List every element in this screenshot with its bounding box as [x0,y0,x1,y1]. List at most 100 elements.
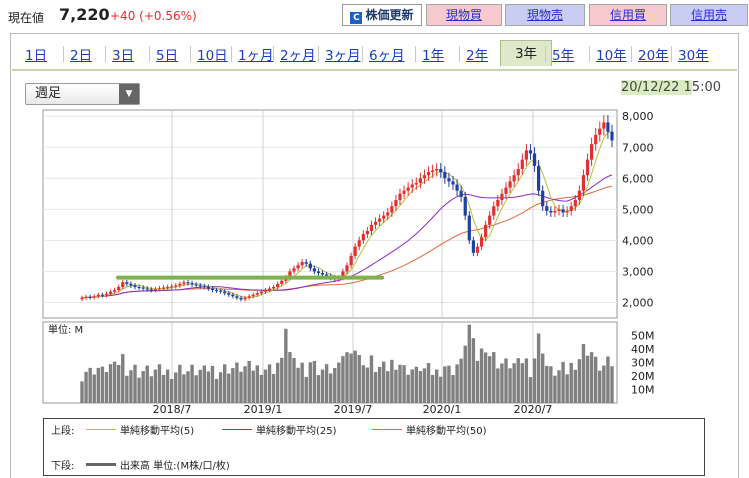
volume-bar [88,367,92,403]
spot-sell-button[interactable]: 現物売 [505,4,585,26]
candle-body [528,150,533,154]
candle-body [365,231,369,235]
volume-bar [292,358,296,403]
volume-bar [247,360,251,403]
volume-bar [288,352,292,403]
candle-body [92,296,96,298]
candle-body [537,165,541,191]
tab-1[interactable]: 2日 [70,48,93,64]
volume-bar [108,364,113,403]
tab-15[interactable]: 30年 [678,48,709,64]
volume-bar [133,364,137,403]
candle-body [373,221,378,225]
x-tick-label: 2020/7 [514,403,553,416]
candle-body [431,170,435,173]
volume-bar [406,374,410,403]
tab-separator [190,46,191,62]
volume-bar [316,375,321,403]
period-select-value: 週足 [35,86,62,101]
candle-body [129,283,133,286]
tab-10[interactable]: 2年 [466,48,489,64]
tab-separator [545,46,546,62]
candle-body [117,286,121,291]
volume-bar [394,369,398,403]
candle-body [227,293,231,295]
candle-body [296,265,300,269]
candle-body [210,288,215,291]
tab-13[interactable]: 10年 [596,48,627,64]
volume-bar [308,362,313,403]
candle-body [312,268,316,272]
volume-bar [573,369,578,403]
tab-separator [631,46,632,62]
candle-body [549,210,553,213]
volume-bar [508,368,512,403]
candle-body [194,284,198,286]
volume-bar [610,366,614,403]
tab-3[interactable]: 5日 [156,48,179,64]
tab-12[interactable]: 5年 [552,48,575,64]
candle-body [304,262,308,264]
volume-bar [280,357,284,403]
candle-body [378,218,382,222]
refresh-price-button[interactable]: C 株価更新 [342,4,422,26]
volume-bar [373,372,378,403]
tab-4[interactable]: 10日 [197,48,228,64]
tab-7[interactable]: 3ヶ月 [325,48,361,64]
period-select[interactable]: 週足 ▼ [25,83,140,105]
volume-bar [116,364,121,403]
tab-6[interactable]: 2ヶ月 [280,48,316,64]
candle-body [96,294,100,297]
tab-5[interactable]: 1ヶ月 [238,48,274,64]
candle-body [247,296,251,298]
candle-body [320,272,325,275]
tab-14[interactable]: 20年 [638,48,669,64]
volume-bar [235,362,239,403]
volume-bar [426,363,431,403]
volume-bar [80,381,84,403]
tab-separator [589,46,590,62]
candle-body [541,190,545,207]
candle-body [500,193,504,201]
volume-bar [174,372,178,403]
volume-bar [561,361,565,403]
volume-bar [202,365,207,403]
candle-body [516,168,520,176]
margin-buy-button[interactable]: 信用買 [589,4,667,26]
volume-bar [165,369,170,403]
tab-separator [105,46,106,62]
candle-body [569,206,573,211]
candle-body [267,288,272,291]
price-plot-frame [42,109,618,319]
tab-9[interactable]: 1年 [422,48,445,64]
legend-ma5-swatch [86,429,116,430]
chart-datetime: 20/12/22 15:00 [621,80,721,95]
tab-0[interactable]: 1日 [25,48,48,64]
candle-body [545,206,549,211]
candle-body [153,289,157,291]
candle-body [251,294,255,297]
volume-bar [304,376,308,403]
volume-bar [536,333,541,403]
candle-body [504,187,508,194]
x-tick-label: 2019/7 [334,403,373,416]
volume-bar [581,344,586,403]
margin-sell-button[interactable]: 信用売 [670,4,748,26]
candle-body [532,153,537,166]
volume-bar [337,362,341,403]
spot-buy-button[interactable]: 現物買 [426,4,502,26]
candle-body [610,131,614,141]
tab-11[interactable]: 3年 [500,40,552,66]
price-tick-label: 4,000 [622,234,654,247]
volume-bar [589,352,594,403]
candle-body [418,178,422,183]
tab-2[interactable]: 3日 [112,48,135,64]
candle-body [292,268,296,272]
candle-body [206,286,210,289]
volume-bar [100,366,105,403]
candle-body [170,286,174,288]
volume-bar [263,369,268,403]
volume-tick-label: 10M [631,384,655,397]
tab-8[interactable]: 6ヶ月 [369,48,405,64]
legend-ma5: 単純移動平均(5) [120,426,195,437]
